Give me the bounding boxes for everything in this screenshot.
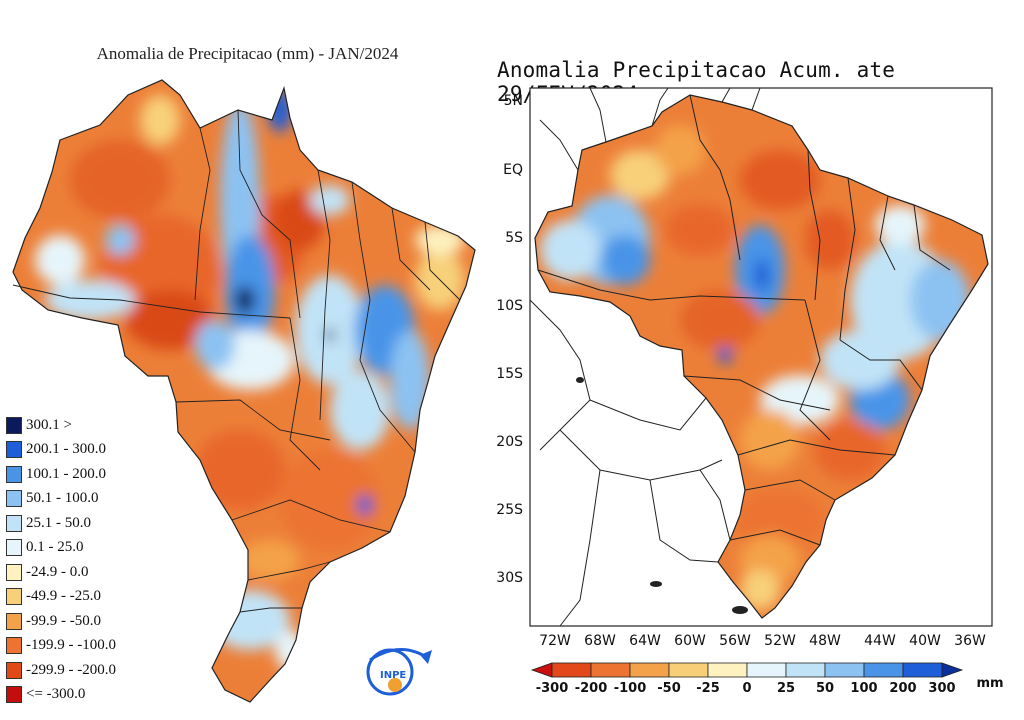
lon-label-64w: 64W (629, 633, 661, 649)
colorbar-tick-label: 50 (816, 681, 834, 696)
colorbar-tick-label: -300 (536, 681, 569, 696)
colorbar-segment (590, 662, 631, 678)
legend-swatch (6, 563, 22, 581)
colorbar-tick-label: 0 (742, 681, 751, 696)
legend-swatch (6, 588, 22, 606)
left-map-legend: 300.1 > 200.1 - 300.0 100.1 - 200.0 50.1 - … (6, 413, 166, 707)
lat-label-5n: 5N (504, 93, 523, 109)
lat-label-5s: 5S (505, 230, 523, 246)
lat-label-15s: 15S (496, 366, 523, 382)
right-map-title: Anomalia Precipitacao Acum. ate 29/FEV/2… (497, 58, 896, 106)
colorbar-tick-label: -100 (614, 681, 647, 696)
legend-label: <= -300.0 (26, 686, 86, 703)
lon-label-36w: 36W (954, 633, 986, 649)
colorbar-segment (629, 662, 670, 678)
right-map-colorbar: -300 -200 -100 -50 -25 0 25 50 100 200 300 mm (530, 662, 1004, 696)
left-map-state-borders (12, 109, 461, 613)
legend-swatch (6, 637, 22, 655)
legend-label: -49.9 - -25.0 (26, 588, 101, 605)
legend-swatch (6, 441, 22, 459)
legend-label: 0.1 - 25.0 (26, 539, 84, 556)
right-map-country-outline (534, 94, 989, 619)
legend-row: <= -300.0 (6, 683, 166, 708)
inpe-logo: INPE (366, 648, 432, 696)
legend-label: -24.9 - 0.0 (26, 563, 89, 580)
colorbar-segment (902, 662, 943, 678)
colorbar-tick-label: -50 (657, 681, 681, 696)
legend-label: -99.9 - -50.0 (26, 612, 101, 629)
lon-label-52w: 52W (764, 633, 796, 649)
legend-row: 50.1 - 100.0 (6, 487, 166, 512)
right-map-borders (529, 87, 951, 627)
colorbar-segment (707, 662, 748, 678)
colorbar-segment (824, 662, 865, 678)
colorbar-segment (785, 662, 826, 678)
right-map-lat-labels: 5N EQ 5S 10S 15S 20S 25S 30S (496, 93, 523, 586)
lat-label-25s: 25S (496, 502, 523, 518)
legend-swatch (6, 612, 22, 630)
legend-row: -299.9 - -200.0 (6, 658, 166, 683)
legend-swatch (6, 490, 22, 508)
colorbar-segment (668, 662, 709, 678)
legend-label: 200.1 - 300.0 (26, 441, 106, 458)
lon-label-72w: 72W (539, 633, 571, 649)
legend-row: -24.9 - 0.0 (6, 560, 166, 585)
legend-label: 300.1 > (26, 416, 72, 433)
legend-label: 100.1 - 200.0 (26, 465, 106, 482)
legend-swatch (6, 686, 22, 704)
colorbar-segment (746, 662, 787, 678)
lon-label-48w: 48W (809, 633, 841, 649)
legend-label: -299.9 - -200.0 (26, 661, 116, 678)
legend-row: -99.9 - -50.0 (6, 609, 166, 634)
lon-label-60w: 60W (674, 633, 706, 649)
legend-swatch (6, 661, 22, 679)
legend-row: 25.1 - 50.0 (6, 511, 166, 536)
right-map: 5N EQ 5S 10S 15S 20S 25S 30S 72W 68W 64W… (496, 87, 1004, 696)
colorbar-segment (863, 662, 904, 678)
legend-label: 50.1 - 100.0 (26, 490, 99, 507)
colorbar-tick-label: 100 (850, 681, 877, 696)
colorbar-arrow-right (941, 662, 964, 678)
legend-swatch (6, 465, 22, 483)
lat-label-30s: 30S (496, 570, 523, 586)
legend-label: -199.9 - -100.0 (26, 637, 116, 654)
inpe-logo-text: INPE (380, 670, 406, 681)
lon-label-56w: 56W (719, 633, 751, 649)
lat-label-eq: EQ (503, 162, 523, 178)
colorbar-unit: mm (976, 676, 1003, 691)
legend-label: 25.1 - 50.0 (26, 514, 91, 531)
colorbar-arrow-left (530, 662, 553, 678)
left-map-country-outline (12, 79, 476, 703)
right-map-water-bodies (576, 377, 748, 614)
legend-swatch (6, 539, 22, 557)
lat-label-10s: 10S (496, 298, 523, 314)
legend-row: 300.1 > (6, 413, 166, 438)
colorbar-tick-label: -200 (575, 681, 608, 696)
colorbar-tick-label: -25 (696, 681, 720, 696)
colorbar-tick-label: 25 (777, 681, 795, 696)
legend-row: 200.1 - 300.0 (6, 438, 166, 463)
lon-label-44w: 44W (864, 633, 896, 649)
colorbar-tick-label: 300 (928, 681, 955, 696)
legend-swatch (6, 514, 22, 532)
legend-swatch (6, 416, 22, 434)
right-map-lon-labels: 72W 68W 64W 60W 56W 52W 48W 44W 40W 36W (539, 633, 986, 649)
legend-row: 0.1 - 25.0 (6, 536, 166, 561)
lon-label-40w: 40W (909, 633, 941, 649)
legend-row: -49.9 - -25.0 (6, 585, 166, 610)
colorbar-tick-label: 200 (889, 681, 916, 696)
lat-label-20s: 20S (496, 434, 523, 450)
legend-row: 100.1 - 200.0 (6, 462, 166, 487)
legend-row: -199.9 - -100.0 (6, 634, 166, 659)
colorbar-segment (551, 662, 592, 678)
left-map-title: Anomalia de Precipitacao (mm) - JAN/2024 (96, 44, 399, 63)
lon-label-68w: 68W (584, 633, 616, 649)
